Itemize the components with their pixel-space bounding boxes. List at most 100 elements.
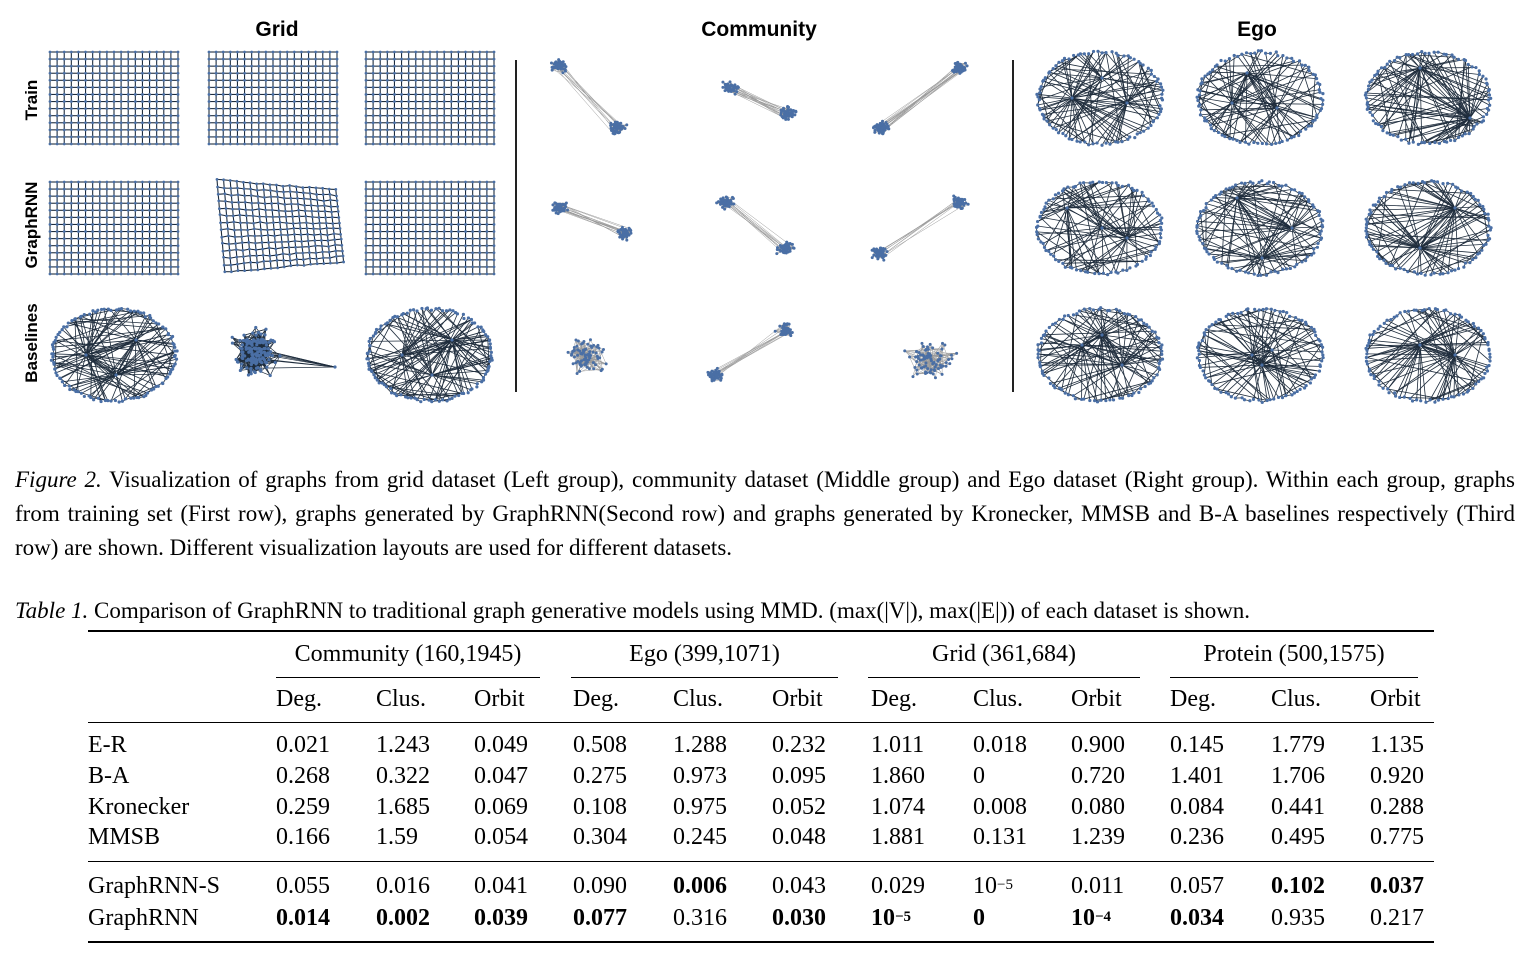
graph-drawing [215, 177, 345, 274]
grid-graphrnn-graph-2 [205, 177, 345, 278]
table-cell: 0.102 [1271, 873, 1325, 899]
table-metric-header: Orbit [772, 686, 823, 712]
table-metric-header: Orbit [1071, 686, 1122, 712]
ego-graphrnn-graph-3 [1360, 178, 1496, 278]
graph-drawing [207, 50, 339, 146]
community-graphrnn-graph-2 [690, 178, 826, 278]
table-metric-header: Clus. [1271, 686, 1322, 712]
graph-drawing [1364, 306, 1492, 404]
table-top-rule [88, 630, 1434, 632]
graph-drawing [1036, 306, 1165, 404]
table-cell: 0.131 [973, 824, 1027, 850]
grid-baseline-graph-2 [205, 305, 341, 405]
grid-baseline-graph-1 [46, 305, 182, 405]
ego-train-graph-1 [1032, 48, 1168, 148]
table-mid-rule [88, 861, 1434, 862]
community-baseline-graph-1 [530, 305, 666, 405]
table-group-header: Ego (399,1071) [629, 641, 780, 667]
grid-train-graph-1 [46, 48, 182, 148]
table-cell: 10−5 [973, 873, 1013, 899]
graph-drawing [1363, 50, 1493, 146]
table-cell: 0.055 [276, 873, 330, 899]
graph-drawing [551, 201, 633, 242]
row-label-graphrnn: GraphRNN [22, 181, 41, 269]
community-train-graph-3 [860, 48, 996, 148]
graph-drawing [1195, 307, 1325, 405]
graph-drawing [706, 322, 794, 383]
table-group-header: Grid (361,684) [932, 641, 1076, 667]
graph-drawing [48, 50, 180, 146]
table-header-rule [88, 722, 1434, 723]
table-cell: 1.881 [871, 824, 925, 850]
table-cell: 0.008 [973, 794, 1027, 820]
table-cell: 0.084 [1170, 794, 1224, 820]
grid-train-graph-2 [205, 48, 341, 148]
table-cell: 0.077 [573, 905, 627, 931]
table-cell: 0 [973, 905, 985, 931]
table-cell: 0.166 [276, 824, 330, 850]
table-cell: 0.232 [772, 732, 826, 758]
table-group-rule [868, 677, 1140, 678]
table-row-label: Kronecker [88, 794, 190, 820]
community-train-graph-2 [690, 48, 826, 148]
table-caption-math: (max(|V|), max(|E|)) [829, 598, 1016, 623]
group-divider-left [515, 60, 517, 392]
group-title-grid: Grid [255, 18, 299, 41]
table-cell: 1.685 [376, 794, 430, 820]
table-cell: 1.239 [1071, 824, 1125, 850]
table-group-rule [276, 677, 540, 678]
table-cell: 0.316 [673, 905, 727, 931]
table-cell: 0.975 [673, 794, 727, 820]
table-cell: 0.039 [474, 905, 528, 931]
table-metric-header: Deg. [871, 686, 917, 712]
table-cell: 0.034 [1170, 905, 1224, 931]
group-title-ego: Ego [1237, 18, 1277, 41]
table-caption-text-end: of each dataset is shown. [1015, 598, 1251, 623]
table-cell: 0.030 [772, 905, 826, 931]
table-cell: 0.720 [1071, 763, 1125, 789]
table-row-label: E-R [88, 732, 127, 758]
table-cell: 0.057 [1170, 873, 1224, 899]
ego-graphrnn-graph-1 [1032, 178, 1168, 278]
graph-drawing [1034, 180, 1164, 277]
ego-graphrnn-graph-2 [1192, 178, 1328, 278]
table-metric-header: Deg. [276, 686, 322, 712]
graph-drawing [365, 306, 494, 404]
table-cell: 1.860 [871, 763, 925, 789]
group-title-community: Community [701, 18, 817, 41]
table-caption-text: Comparison of GraphRNN to traditional gr… [88, 598, 830, 623]
table-cell: 1.074 [871, 794, 925, 820]
table-cell: 1.243 [376, 732, 430, 758]
table-cell: 0.508 [573, 732, 627, 758]
graph-drawing [1364, 179, 1493, 277]
table-group-header: Community (160,1945) [294, 641, 522, 667]
table-group-header: Protein (500,1575) [1203, 641, 1385, 667]
table-caption: Table 1. Comparison of GraphRNN to tradi… [15, 594, 1515, 628]
table-cell: 0.275 [573, 763, 627, 789]
table-cell: 0.268 [276, 763, 330, 789]
table-row-label: GraphRNN [88, 905, 199, 931]
table-metric-header: Clus. [973, 686, 1024, 712]
graph-drawing [549, 58, 629, 136]
graph-drawing [230, 325, 337, 378]
figure-caption-text: Visualization of graphs from grid datase… [15, 467, 1515, 560]
ego-train-graph-3 [1360, 48, 1496, 148]
table-cell: 0 [973, 763, 985, 789]
table-caption-label: Table 1. [15, 598, 89, 623]
table-cell: 1.59 [376, 824, 418, 850]
graph-drawing [721, 80, 798, 121]
table-metric-header: Orbit [1370, 686, 1421, 712]
table-cell: 0.441 [1271, 794, 1325, 820]
ego-train-graph-2 [1192, 48, 1328, 148]
table-cell: 0.080 [1071, 794, 1125, 820]
figure-caption-label: Figure 2. [15, 467, 102, 492]
table-cell: 0.052 [772, 794, 826, 820]
graph-visualization-figure: Grid Community Ego Train GraphRNN Baseli… [0, 0, 1528, 420]
table-cell: 0.259 [276, 794, 330, 820]
graph-drawing [364, 180, 496, 276]
table-cell: 0.288 [1370, 794, 1424, 820]
table-cell: 0.322 [376, 763, 430, 789]
graph-drawing [49, 307, 179, 404]
grid-graphrnn-graph-3 [362, 178, 498, 278]
table-metric-header: Deg. [1170, 686, 1216, 712]
